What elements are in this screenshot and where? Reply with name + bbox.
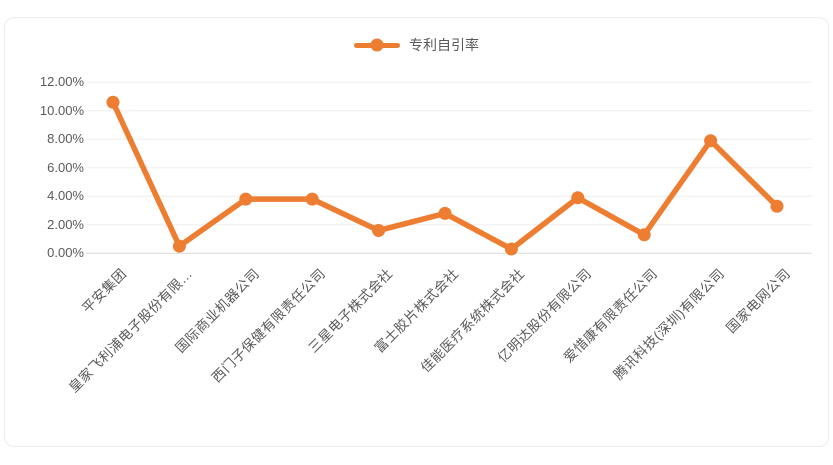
chart-card-border bbox=[4, 17, 829, 447]
y-axis-tick-label: 6.00% bbox=[47, 159, 84, 175]
y-axis-tick-label: 2.00% bbox=[47, 216, 84, 232]
y-axis-tick-label: 12.00% bbox=[39, 74, 84, 90]
legend-dot-icon bbox=[370, 38, 384, 52]
y-axis-tick-label: 4.00% bbox=[47, 188, 84, 204]
y-axis-tick-label: 10.00% bbox=[39, 102, 84, 118]
y-axis-tick-label: 0.00% bbox=[47, 245, 84, 261]
legend: 专利自引率 bbox=[0, 36, 833, 54]
legend-line-marker-icon bbox=[354, 38, 400, 52]
legend-label: 专利自引率 bbox=[409, 37, 479, 53]
y-axis-tick-label: 8.00% bbox=[47, 131, 84, 147]
